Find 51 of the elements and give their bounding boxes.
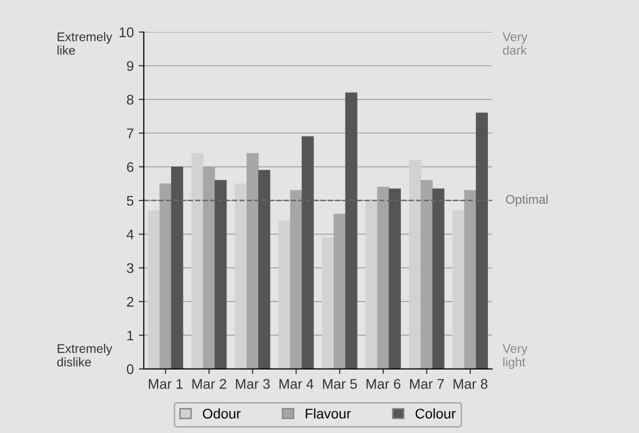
y-tick-label: 0 <box>126 364 134 374</box>
bar <box>322 237 334 369</box>
bar <box>278 220 291 369</box>
bar <box>191 153 204 369</box>
bar <box>432 188 444 369</box>
x-tick-label: Mar 5 <box>323 379 357 389</box>
bar <box>203 166 216 369</box>
x-tick-label: Mar 3 <box>236 379 270 389</box>
x-tick-label: Mar 6 <box>366 379 400 389</box>
bar <box>160 183 172 369</box>
x-tick-label: Mar 4 <box>280 379 314 389</box>
x-tick-label: Mar 8 <box>454 379 488 389</box>
ref-line-label: Optimal <box>506 194 548 206</box>
y-tick-label: 8 <box>126 94 134 105</box>
y-tick-label: 5 <box>126 196 134 206</box>
legend-label: Odour <box>202 408 241 419</box>
y-tick-label: 7 <box>127 128 134 138</box>
bar <box>409 160 422 369</box>
bar <box>302 136 314 369</box>
x-tick-label: Mar 7 <box>410 379 444 389</box>
bar <box>388 188 401 369</box>
bar <box>452 210 465 369</box>
bar <box>214 180 227 369</box>
x-tick-label: Mar 2 <box>192 379 226 389</box>
bar <box>366 200 378 369</box>
bar <box>258 170 270 369</box>
bar <box>345 92 358 369</box>
legend-label: Flavour <box>306 408 351 419</box>
text: Extremely dislike <box>57 344 112 366</box>
bar <box>290 190 302 369</box>
bar <box>476 112 488 369</box>
text: Extremely like <box>58 32 112 55</box>
y-tick-label: 1 <box>127 330 134 340</box>
y-tick-label: 4 <box>126 230 134 240</box>
bar <box>148 210 160 369</box>
y-tick-label: 10 <box>120 27 134 38</box>
bar <box>171 166 184 369</box>
bar <box>464 190 476 369</box>
bar <box>334 214 346 369</box>
y-tick-label: 3 <box>126 263 134 274</box>
x-tick-label: Mar 1 <box>148 379 183 389</box>
text: Very light <box>502 344 528 369</box>
bar <box>234 183 248 369</box>
y-tick-label: 2 <box>127 296 134 307</box>
legend-label: Colour <box>416 408 456 419</box>
bar <box>246 153 259 369</box>
bar <box>377 186 390 369</box>
y-tick-label: 6 <box>127 162 134 172</box>
y-tick-label: 9 <box>126 61 134 71</box>
text: Very dark <box>502 32 528 55</box>
bar <box>420 180 433 369</box>
